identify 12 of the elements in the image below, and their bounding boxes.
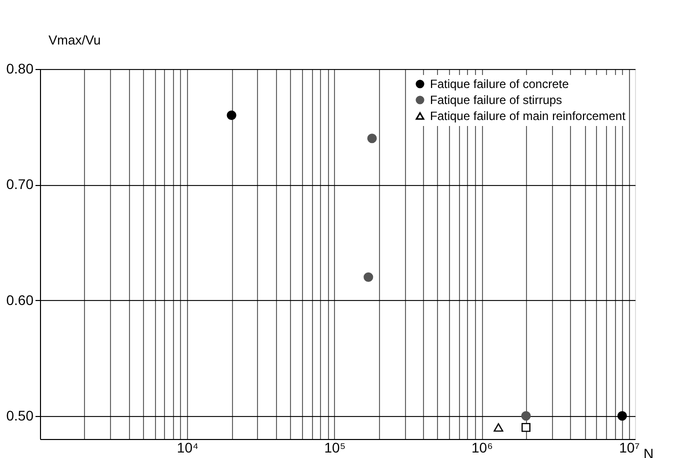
legend-label: Fatique failure of concrete [430, 77, 570, 91]
y-axis-title: Vmax/Vu [48, 32, 101, 48]
y-tick-label: 0.50 [6, 407, 34, 424]
legend-label: Fatique failure of main reinforcement [430, 109, 626, 123]
x-tick-label: 10⁶ [472, 440, 493, 456]
x-tick-label: 10⁵ [324, 440, 346, 456]
x-tick-label: 10⁷ [619, 440, 640, 456]
legend-label: Fatique failure of stirrups [430, 93, 562, 107]
y-tick-label: 0.80 [6, 60, 34, 76]
y-tick-label: 0.70 [6, 176, 34, 192]
y-tick-label: 0.60 [6, 292, 34, 308]
x-tick-label: 10⁴ [176, 440, 199, 456]
